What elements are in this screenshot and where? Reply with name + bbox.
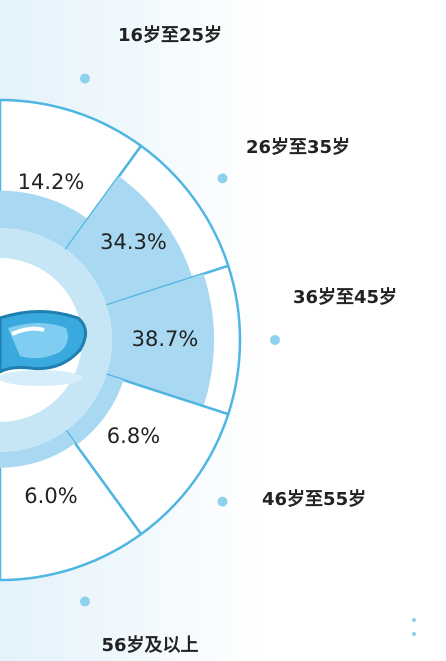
value-label: 14.2%: [18, 170, 85, 194]
label-dot: [270, 335, 280, 345]
value-label: 6.0%: [24, 484, 77, 508]
category-label: 36岁至45岁: [293, 286, 397, 308]
label-dot: [217, 173, 228, 184]
category-label: 26岁至35岁: [246, 136, 350, 158]
category-label: 46岁至55岁: [262, 488, 366, 510]
decor-dot: [412, 618, 416, 622]
label-dot: [79, 73, 90, 84]
value-wedge: [65, 374, 124, 446]
value-label: 6.8%: [107, 424, 160, 448]
label-dot: [217, 496, 228, 507]
decor-dot: [412, 632, 416, 636]
value-wedge: [0, 190, 88, 250]
label-dot: [79, 596, 90, 607]
center: [0, 228, 112, 452]
value-wedge: [0, 430, 76, 468]
goggles-icon: [0, 310, 87, 386]
value-wedge: [65, 176, 193, 306]
labels: 14.2% 16岁至25岁 34.3% 26岁至35岁 38.7% 36岁至45岁 6.8%…: [18, 24, 397, 656]
category-label: 56岁及以上: [101, 634, 198, 656]
value-wedge: [106, 273, 214, 407]
value-label: 38.7%: [132, 327, 199, 351]
category-label: 16岁至25岁: [118, 24, 222, 46]
value-label: 34.3%: [100, 230, 167, 254]
